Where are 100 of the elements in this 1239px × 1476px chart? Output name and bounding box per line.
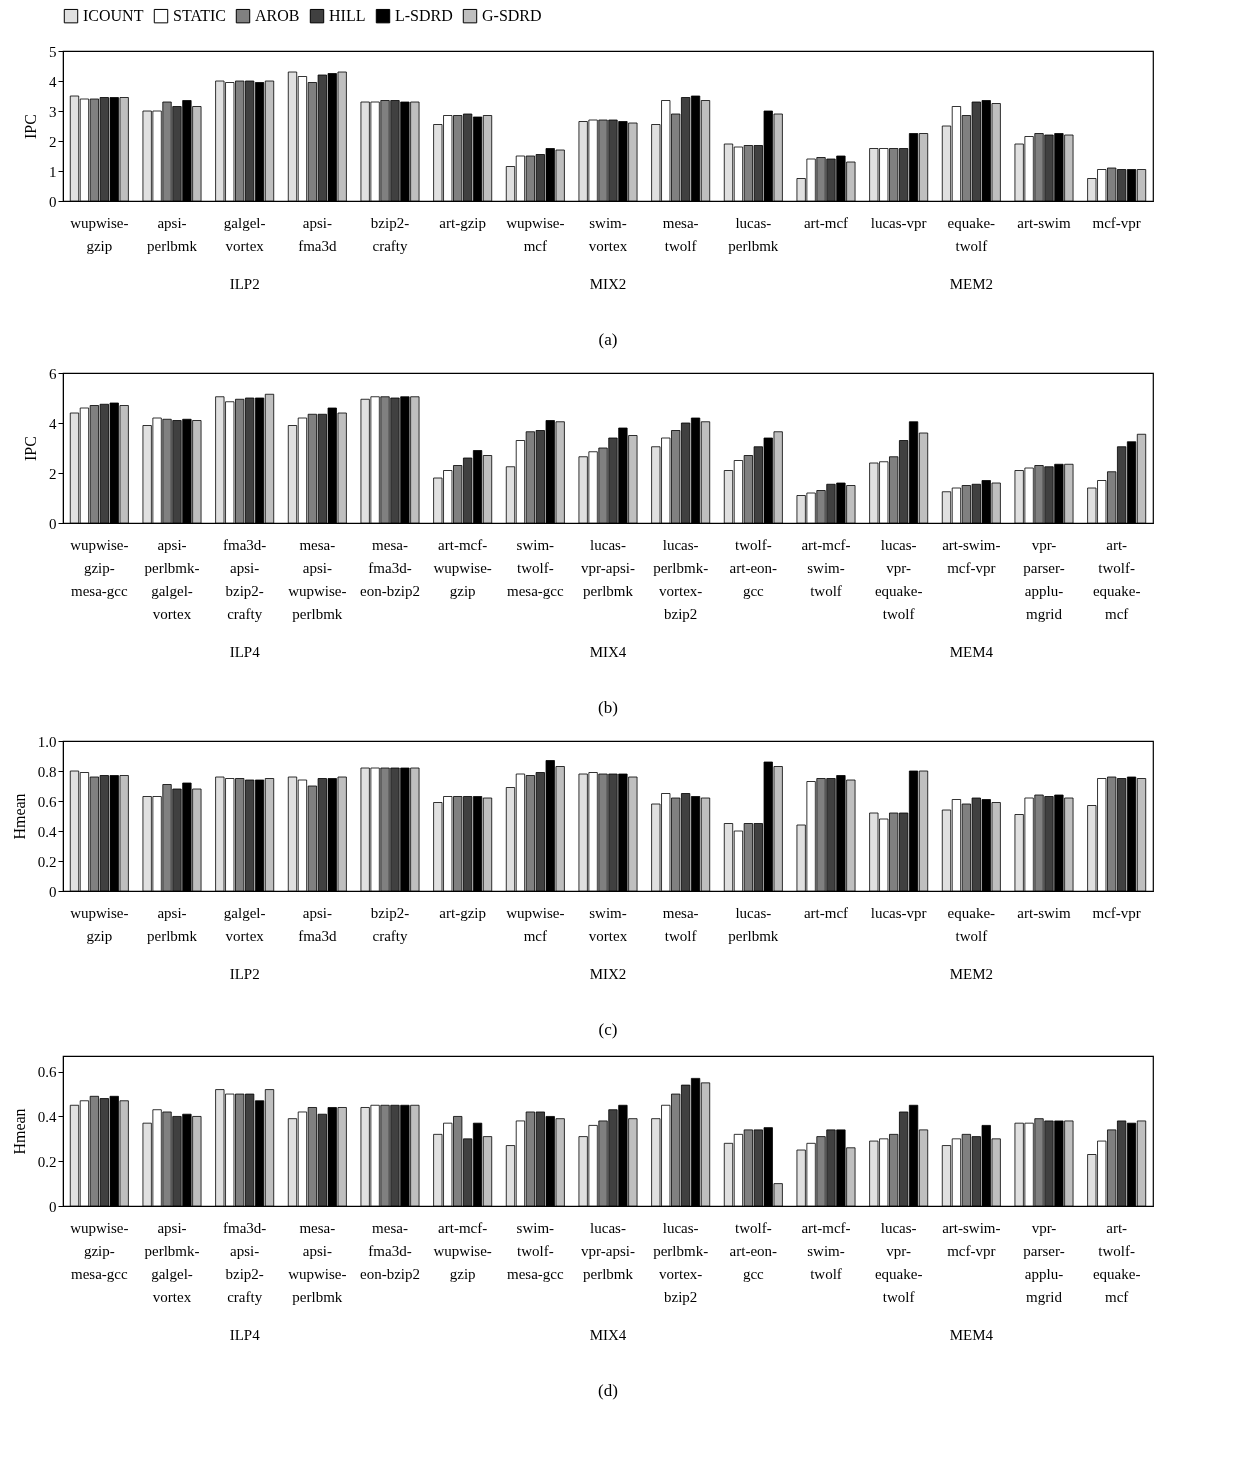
y-tick-label: 5 bbox=[49, 43, 57, 60]
x-tick-label: lucas-vpr bbox=[870, 214, 927, 231]
y-tick-label: 4 bbox=[49, 415, 57, 432]
x-tick-label: art-swim bbox=[1017, 214, 1071, 231]
x-tick-label: galgel-vortex bbox=[223, 904, 266, 944]
x-tick-label: swim-twolf-mesa-gcc bbox=[507, 536, 564, 599]
text: (b) bbox=[598, 698, 618, 717]
y-tick-label: 0 bbox=[49, 515, 57, 532]
x-tick-label: lucas-vpr-equake-twolf bbox=[874, 536, 923, 622]
legend-label: AROB bbox=[255, 7, 300, 25]
y-tick-label: 6 bbox=[49, 365, 57, 382]
text: (a) bbox=[598, 330, 618, 349]
legend-label: HILL bbox=[329, 7, 366, 25]
x-tick-label: apsi-fma3d bbox=[298, 904, 337, 944]
x-tick-label: wupwise-mcf bbox=[506, 904, 565, 944]
y-tick-label: 0 bbox=[49, 883, 57, 900]
x-tick-label: art-twolf-equake-mcf bbox=[1092, 536, 1141, 622]
x-tick-label: lucas-vpr-apsi-perlbmk bbox=[581, 536, 635, 599]
x-tick-label: vpr-parser-applu-mgrid bbox=[1023, 536, 1065, 622]
x-tick-label: wupwise-gzip bbox=[70, 904, 129, 944]
text: ILP2 bbox=[229, 276, 260, 292]
text: ILP4 bbox=[229, 1327, 261, 1343]
x-tick-label: mesa-twolf bbox=[662, 904, 699, 944]
y-tick-label: 0.6 bbox=[37, 1064, 57, 1081]
x-tick-label: twolf-art-eon-gcc bbox=[729, 536, 778, 599]
y-tick-label: 0 bbox=[49, 193, 57, 210]
x-tick-label: art-mcf-swim-twolf bbox=[801, 1219, 851, 1282]
x-tick-label: apsi-perlbmk-galgel-vortex bbox=[144, 536, 200, 622]
x-tick-label: lucas-perlbmk bbox=[728, 904, 779, 944]
x-tick-label: vpr-parser-applu-mgrid bbox=[1023, 1219, 1065, 1305]
x-tick-label: twolf-art-eon-gcc bbox=[729, 1219, 778, 1282]
y-tick-label: 3 bbox=[49, 103, 57, 120]
text: MIX4 bbox=[589, 1327, 627, 1343]
x-tick-label: swim-vortex bbox=[588, 904, 628, 944]
x-tick-label: bzip2-crafty bbox=[370, 214, 410, 254]
x-tick-label: fma3d-apsi-bzip2-crafty bbox=[223, 1219, 267, 1305]
x-tick-label: swim-twolf-mesa-gcc bbox=[507, 1219, 564, 1282]
text: MIX2 bbox=[589, 276, 627, 292]
text: MEM2 bbox=[949, 276, 994, 292]
x-tick-label: art-twolf-equake-mcf bbox=[1092, 1219, 1141, 1305]
y-tick-label: 0 bbox=[49, 1198, 57, 1215]
legend-label: STATIC bbox=[173, 7, 226, 25]
y-axis-title: Hmean bbox=[10, 1108, 28, 1155]
x-tick-label: bzip2-crafty bbox=[370, 904, 410, 944]
y-axis-title: IPC bbox=[22, 114, 39, 139]
x-tick-label: art-gzip bbox=[439, 214, 486, 231]
y-tick-label: 2 bbox=[49, 465, 57, 482]
x-tick-label: mesa-fma3d-eon-bzip2 bbox=[360, 1219, 420, 1282]
x-tick-label: fma3d-apsi-bzip2-crafty bbox=[223, 536, 267, 622]
legend-label: G-SDRD bbox=[482, 7, 542, 25]
y-tick-label: 0.8 bbox=[37, 763, 57, 780]
text: MEM4 bbox=[949, 644, 994, 660]
y-axis-title: Hmean bbox=[10, 793, 28, 840]
x-tick-label: lucas-perlbmk-vortex-bzip2 bbox=[653, 1219, 709, 1305]
x-tick-label: equake-twolf bbox=[947, 904, 996, 944]
y-tick-label: 2 bbox=[49, 133, 57, 150]
y-tick-label: 0.6 bbox=[37, 793, 57, 810]
x-tick-label: wupwise-gzip-mesa-gcc bbox=[70, 1219, 129, 1282]
text: MIX2 bbox=[589, 966, 627, 982]
text: (c) bbox=[598, 1020, 618, 1039]
x-tick-label: wupwise-gzip bbox=[70, 214, 129, 254]
x-tick-label: lucas-vpr-equake-twolf bbox=[874, 1219, 923, 1305]
x-tick-label: mesa-twolf bbox=[662, 214, 699, 254]
x-tick-label: art-mcf-swim-twolf bbox=[801, 536, 851, 599]
x-tick-label: lucas-perlbmk bbox=[728, 214, 779, 254]
x-tick-label: art-swim-mcf-vpr bbox=[942, 1219, 1001, 1259]
x-tick-label: art-mcf-wupwise-gzip bbox=[433, 1219, 492, 1282]
legend-label: ICOUNT bbox=[83, 7, 144, 25]
text: MEM4 bbox=[949, 1327, 994, 1343]
x-tick-label: mesa-apsi-wupwise-perlbmk bbox=[288, 536, 347, 622]
y-tick-label: 1.0 bbox=[37, 733, 57, 750]
y-tick-label: 1 bbox=[49, 163, 57, 180]
x-tick-label: mcf-vpr bbox=[1092, 214, 1141, 231]
x-tick-label: wupwise-gzip-mesa-gcc bbox=[70, 536, 129, 599]
y-tick-label: 0.2 bbox=[37, 853, 57, 870]
x-tick-label: art-mcf bbox=[803, 904, 849, 921]
x-tick-label: art-mcf-wupwise-gzip bbox=[433, 536, 492, 599]
x-tick-label: mcf-vpr bbox=[1092, 904, 1141, 921]
x-tick-label: art-mcf bbox=[803, 214, 849, 231]
x-tick-label: art-swim-mcf-vpr bbox=[942, 536, 1001, 576]
y-axis-title: IPC bbox=[22, 436, 39, 461]
x-tick-label: art-gzip bbox=[439, 904, 486, 921]
text: ILP2 bbox=[229, 966, 260, 982]
x-tick-label: lucas-vpr-apsi-perlbmk bbox=[581, 1219, 635, 1282]
y-tick-label: 4 bbox=[49, 73, 57, 90]
x-tick-label: mesa-apsi-wupwise-perlbmk bbox=[288, 1219, 347, 1305]
y-tick-label: 0.2 bbox=[37, 1153, 57, 1170]
x-tick-label: mesa-fma3d-eon-bzip2 bbox=[360, 536, 420, 599]
legend-label: L-SDRD bbox=[395, 7, 453, 25]
x-tick-label: wupwise-mcf bbox=[506, 214, 565, 254]
x-tick-label: equake-twolf bbox=[947, 214, 996, 254]
y-tick-label: 0.4 bbox=[37, 823, 57, 840]
x-tick-label: apsi-fma3d bbox=[298, 214, 337, 254]
y-tick-label: 0.4 bbox=[37, 1108, 57, 1125]
text: (d) bbox=[598, 1381, 618, 1400]
x-tick-label: lucas-vpr bbox=[870, 904, 927, 921]
x-tick-label: apsi-perlbmk bbox=[147, 214, 198, 254]
x-tick-label: apsi-perlbmk bbox=[147, 904, 198, 944]
text: MEM2 bbox=[949, 966, 994, 982]
x-tick-label: apsi-perlbmk-galgel-vortex bbox=[144, 1219, 200, 1305]
